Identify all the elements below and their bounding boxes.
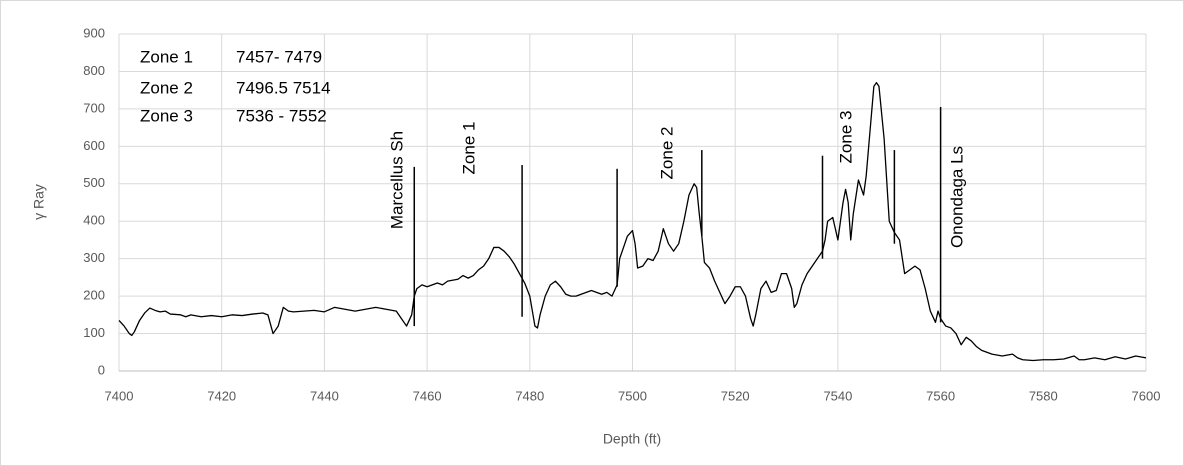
x-axis-title: Depth (ft) (603, 431, 661, 447)
zone-name: Zone 2 (140, 78, 193, 97)
zone-range: 7496.5 7514 (236, 78, 331, 97)
data-line (118, 82, 1147, 362)
y-tick-label: 800 (83, 63, 105, 78)
y-tick-label: 0 (98, 362, 105, 377)
x-tick-label: 7580 (1029, 388, 1058, 403)
x-tick-label: 7420 (207, 388, 236, 403)
annotation: Zone 2 (657, 127, 676, 180)
annotation: Zone 3 (836, 111, 855, 164)
y-tick-label: 100 (83, 325, 105, 340)
y-tick-label: 300 (83, 250, 105, 265)
y-tick-label: 900 (83, 25, 105, 40)
x-tick-label: 7540 (823, 388, 852, 403)
zone-name: Zone 1 (140, 47, 193, 66)
x-tick-label: 7480 (515, 388, 544, 403)
zone-range: 7536 - 7552 (236, 106, 327, 125)
y-tick-label: 500 (83, 175, 105, 190)
annotation: Zone 1 (459, 122, 478, 175)
x-tick-label: 7400 (105, 388, 134, 403)
x-tick-label: 7440 (310, 388, 339, 403)
x-tick-label: 7520 (721, 388, 750, 403)
zone-name: Zone 3 (140, 106, 193, 125)
annotation: Onondaga Ls (947, 146, 966, 248)
zone-range: 7457- 7479 (236, 47, 322, 66)
y-tick-label: 600 (83, 138, 105, 153)
x-tick-label: 7600 (1132, 388, 1161, 403)
y-axis-title: γ Ray (31, 184, 47, 220)
y-tick-label: 400 (83, 213, 105, 228)
x-tick-label: 7560 (926, 388, 955, 403)
annotation: Marcellus Sh (387, 131, 406, 229)
y-tick-label: 700 (83, 100, 105, 115)
x-tick-label: 7500 (618, 388, 647, 403)
x-tick-label: 7460 (413, 388, 442, 403)
y-tick-label: 200 (83, 288, 105, 303)
